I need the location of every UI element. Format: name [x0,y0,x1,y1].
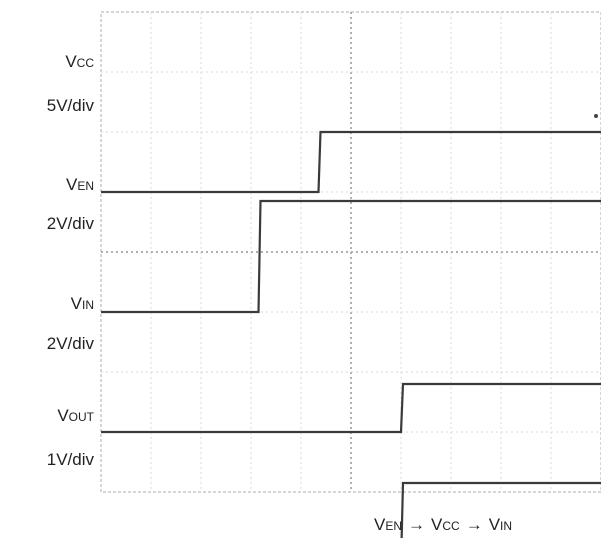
caption-signal-en: VEN [374,515,403,534]
trace-in [101,382,601,434]
channel-scale-cc: 5V/div [46,96,94,115]
channel-name-cc: VCC [65,52,94,71]
trace-en [101,199,601,314]
caption-signal-in: VIN [488,515,513,534]
sequence-caption: VEN → VCC → VIN [374,515,512,535]
channel-name-en: VEN [65,175,94,194]
channel-name-out: VOUT [57,406,94,425]
channel-name-in: VIN [70,294,94,313]
caption-signal-cc: VCC [431,515,460,534]
channel-scale-en: 2V/div [46,214,94,233]
trace-cc [101,130,601,194]
channel-scale-out: 1V/div [46,450,94,469]
trace-out [400,481,601,538]
marker-dot [594,114,598,118]
channel-scale-in: 2V/div [46,334,94,353]
traces [101,130,601,538]
arrow-icon: → [408,515,426,534]
arrow-icon: → [465,515,483,534]
grid [101,12,601,492]
